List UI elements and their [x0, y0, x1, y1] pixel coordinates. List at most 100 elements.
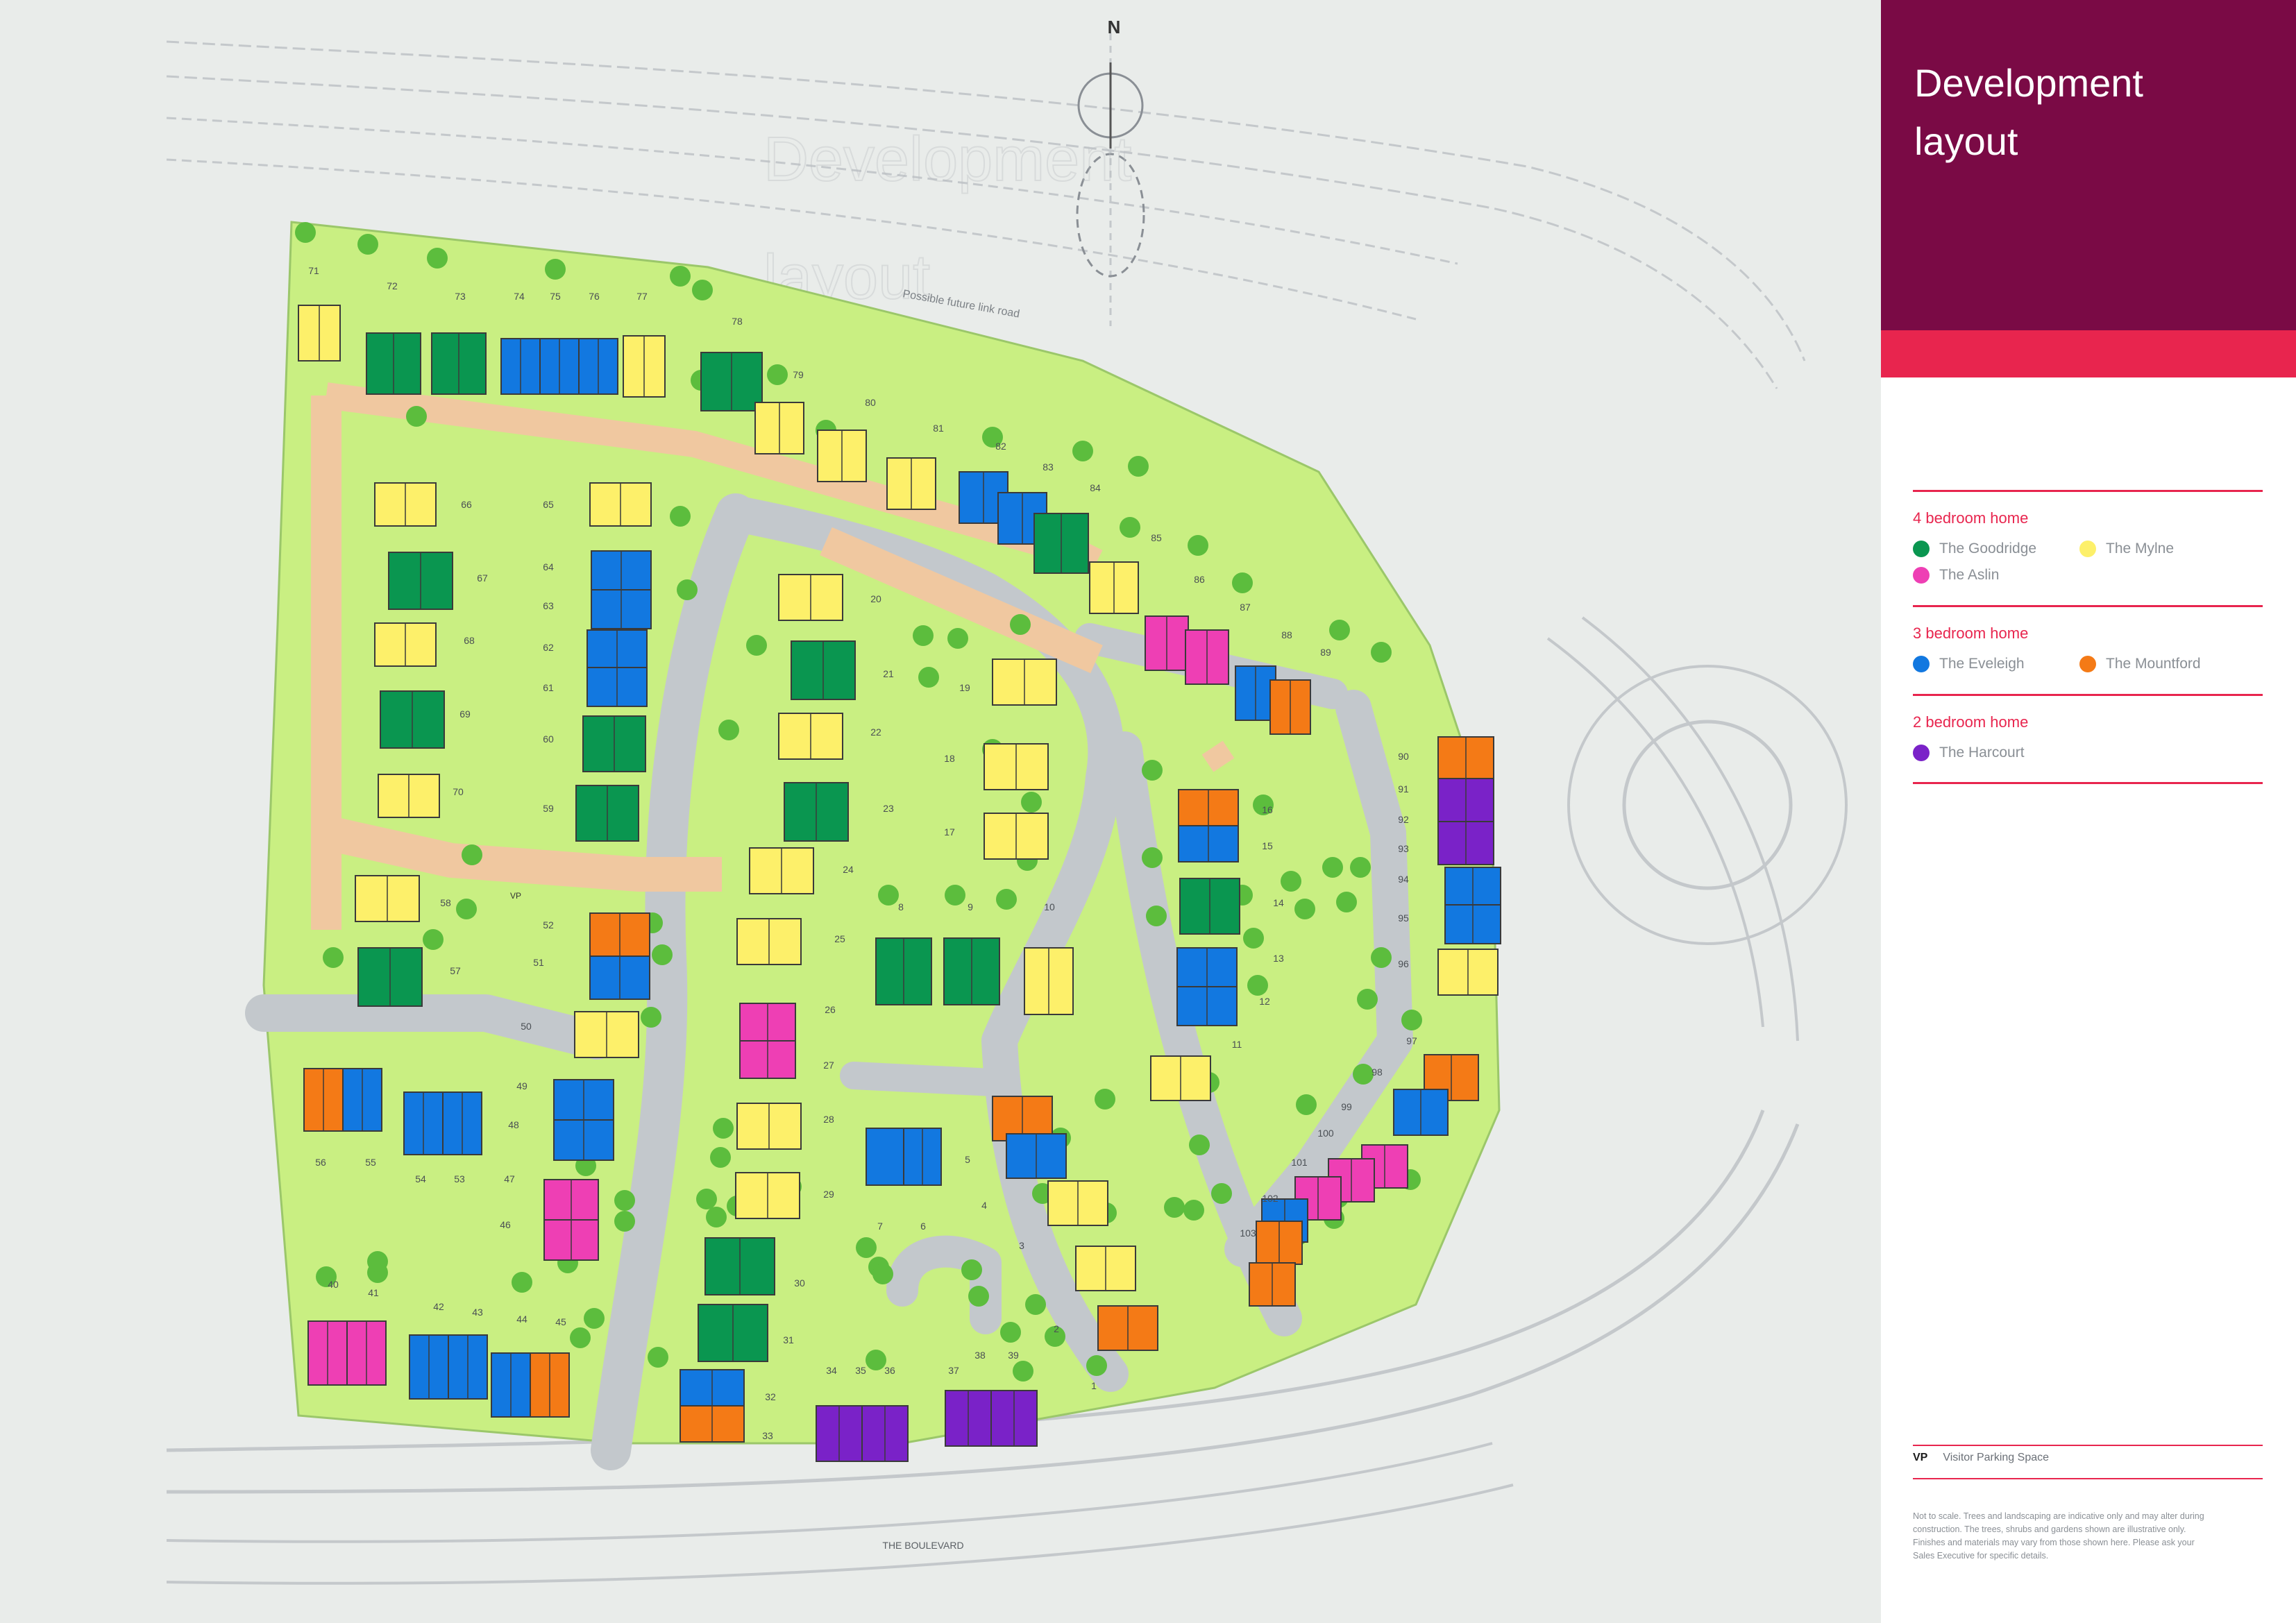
- tree-icon: [1183, 1200, 1204, 1221]
- plot-number-label: 82: [995, 441, 1006, 452]
- plot-number-label: 88: [1281, 629, 1292, 640]
- plot-number-label: 89: [1320, 647, 1331, 658]
- legend-label-mylne: The Mylne: [2106, 541, 2175, 556]
- tree-icon: [913, 625, 934, 646]
- tree-icon: [584, 1308, 605, 1329]
- page-title-line2: layout: [1914, 119, 2018, 163]
- north-arrow: N: [1076, 17, 1145, 278]
- tree-icon: [746, 635, 767, 656]
- tree-icon: [918, 667, 939, 688]
- tree-icon: [696, 1189, 717, 1209]
- tree-icon: [316, 1266, 337, 1287]
- tree-icon: [1086, 1355, 1107, 1376]
- plot-number-label: 17: [944, 826, 955, 838]
- tree-icon: [1243, 928, 1264, 949]
- legend-label-aslin: The Aslin: [1939, 567, 2000, 583]
- legend-item-goodridge: The Goodridge: [1913, 541, 2036, 557]
- tree-icon: [1329, 620, 1350, 640]
- legend-item-mountford: The Mountford: [2079, 656, 2201, 672]
- tree-icon: [692, 280, 713, 300]
- plot-number-label: 32: [765, 1391, 776, 1402]
- plot-number-label: 28: [823, 1114, 834, 1125]
- tree-icon: [367, 1251, 388, 1272]
- tree-icon: [1188, 535, 1208, 556]
- plot-number-label: 101: [1291, 1157, 1308, 1168]
- plot-number-label: 79: [793, 369, 804, 380]
- plot-number-label: 30: [794, 1277, 805, 1289]
- tree-icon: [945, 885, 965, 906]
- vp-marker: VP: [510, 891, 521, 901]
- plot-number-label: 5: [965, 1154, 970, 1165]
- tree-icon: [1045, 1326, 1065, 1347]
- plot-number-label: 66: [461, 499, 472, 510]
- disclaimer: Not to scale. Trees and landscaping are …: [1913, 1511, 2204, 1561]
- plot-number-label: 58: [440, 897, 451, 908]
- tree-icon: [456, 899, 477, 919]
- tree-icon: [614, 1190, 635, 1211]
- plot-number-label: 75: [550, 291, 561, 302]
- tree-icon: [1142, 760, 1163, 781]
- plot-number-label: 38: [974, 1350, 986, 1361]
- plot-number-label: 61: [543, 682, 554, 693]
- tree-icon: [677, 579, 698, 600]
- tree-icon: [1142, 847, 1163, 868]
- tree-icon: [996, 889, 1017, 910]
- tree-icon: [1281, 871, 1301, 892]
- plot-number-label: 45: [555, 1316, 566, 1327]
- tree-icon: [641, 1007, 661, 1028]
- plot-number-label: 97: [1406, 1035, 1417, 1046]
- site-plan-map[interactable]: N Development layout Possible future lin…: [0, 0, 1881, 1623]
- plot-number-label: 16: [1262, 804, 1273, 815]
- sidebar: Development layout 4 bedroom home The Go…: [1881, 0, 2296, 1623]
- tree-icon: [357, 234, 378, 255]
- tree-icon: [570, 1327, 591, 1348]
- tree-icon: [1095, 1089, 1115, 1110]
- tree-icon: [614, 1211, 635, 1232]
- plot-number-label: 56: [315, 1157, 326, 1168]
- yellow-dot-icon: [2079, 541, 2096, 557]
- north-label: N: [1108, 17, 1121, 37]
- accent-strip: [1881, 330, 2296, 377]
- tree-icon: [968, 1286, 989, 1307]
- green-dot-icon: [1913, 541, 1930, 557]
- plot-number-label: 36: [884, 1365, 895, 1376]
- tree-icon: [1164, 1197, 1185, 1218]
- plot-number-label: 29: [823, 1189, 834, 1200]
- tree-icon: [1371, 947, 1392, 968]
- plot-number-label: 100: [1317, 1128, 1334, 1139]
- plot-number-label: 64: [543, 561, 554, 572]
- tree-icon: [423, 929, 444, 950]
- plot-number-label: 3: [1019, 1240, 1024, 1251]
- plot-number-label: 96: [1398, 958, 1409, 969]
- tree-icon: [878, 885, 899, 906]
- tree-icon: [866, 1350, 886, 1370]
- plot-number-label: 69: [459, 708, 471, 720]
- plot-number-label: 57: [450, 965, 461, 976]
- tree-icon: [1401, 1010, 1422, 1030]
- plot-number-label: 27: [823, 1060, 834, 1071]
- tree-icon: [1021, 792, 1042, 813]
- plot-number-label: 7: [877, 1221, 883, 1232]
- tree-icon: [1371, 642, 1392, 663]
- tree-icon: [648, 1347, 668, 1368]
- plot-number-label: 77: [636, 291, 648, 302]
- tree-icon: [323, 947, 344, 968]
- plot-number-label: 13: [1273, 953, 1284, 964]
- plot-number-label: 103: [1240, 1227, 1256, 1239]
- plot-number-label: 6: [920, 1221, 926, 1232]
- plot-number-label: 73: [455, 291, 466, 302]
- tree-icon: [1025, 1294, 1046, 1315]
- plot-number-label: 21: [883, 668, 894, 679]
- tree-icon: [1322, 857, 1343, 878]
- plot-number-label: 35: [855, 1365, 866, 1376]
- legend-heading-3-bed: 3 bedroom home: [1913, 624, 2029, 642]
- tree-icon: [947, 628, 968, 649]
- tree-icon: [652, 944, 673, 965]
- plot-number-label: 37: [948, 1365, 959, 1376]
- plot-number-label: 59: [543, 803, 554, 814]
- plot-number-label: 47: [504, 1173, 515, 1184]
- vp-key: VP Visitor Parking Space: [1913, 1452, 2049, 1464]
- plot-number-label: 67: [477, 572, 488, 584]
- plot-number-label: 52: [543, 919, 554, 931]
